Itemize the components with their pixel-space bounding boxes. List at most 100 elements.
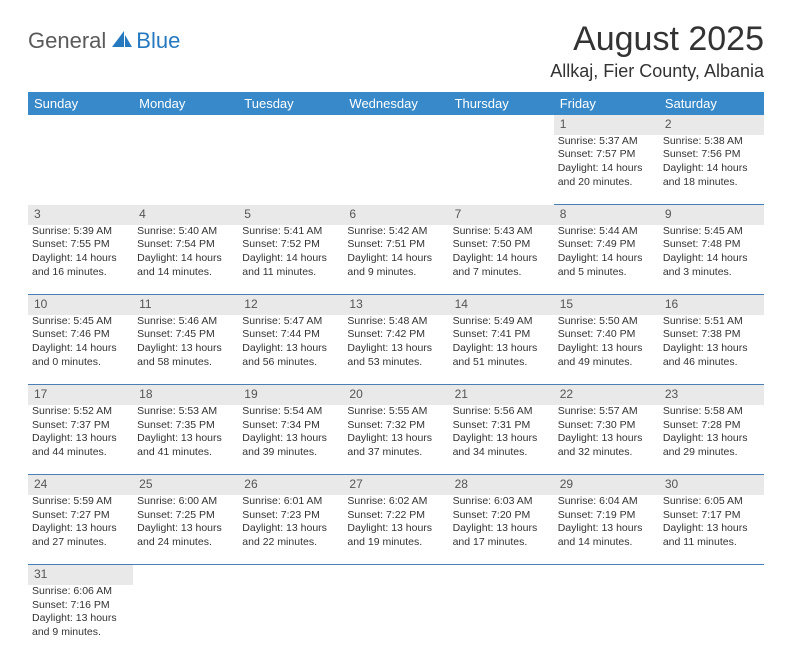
day-number xyxy=(659,565,764,585)
daylight-line: Daylight: 14 hours and 14 minutes. xyxy=(137,252,234,279)
sunrise-line: Sunrise: 5:50 AM xyxy=(558,315,655,329)
day-number xyxy=(554,565,659,585)
sunset-line: Sunset: 7:51 PM xyxy=(347,238,444,252)
sunrise-line: Sunrise: 5:58 AM xyxy=(663,405,760,419)
day-number: 10 xyxy=(28,295,133,315)
day-number xyxy=(133,565,238,585)
sunrise-line: Sunrise: 5:41 AM xyxy=(242,225,339,239)
day-number: 22 xyxy=(554,385,659,405)
day-cell xyxy=(133,135,238,205)
day-cell: Sunrise: 6:04 AMSunset: 7:19 PMDaylight:… xyxy=(554,495,659,565)
day-number: 7 xyxy=(449,205,554,225)
col-sunday: Sunday xyxy=(28,92,133,115)
sunset-line: Sunset: 7:45 PM xyxy=(137,328,234,342)
sunset-line: Sunset: 7:49 PM xyxy=(558,238,655,252)
day-number xyxy=(238,115,343,135)
day-number: 20 xyxy=(343,385,448,405)
daylight-line: Daylight: 14 hours and 9 minutes. xyxy=(347,252,444,279)
day-number: 30 xyxy=(659,475,764,495)
sunrise-line: Sunrise: 5:56 AM xyxy=(453,405,550,419)
page-subtitle: Allkaj, Fier County, Albania xyxy=(550,61,764,82)
day-cell: Sunrise: 6:06 AMSunset: 7:16 PMDaylight:… xyxy=(28,585,133,655)
day-cell: Sunrise: 5:48 AMSunset: 7:42 PMDaylight:… xyxy=(343,315,448,385)
day-content-row: Sunrise: 5:37 AMSunset: 7:57 PMDaylight:… xyxy=(28,135,764,205)
day-cell: Sunrise: 5:54 AMSunset: 7:34 PMDaylight:… xyxy=(238,405,343,475)
sunrise-line: Sunrise: 5:38 AM xyxy=(663,135,760,149)
sunset-line: Sunset: 7:48 PM xyxy=(663,238,760,252)
sunset-line: Sunset: 7:38 PM xyxy=(663,328,760,342)
sail-icon xyxy=(110,29,134,54)
daylight-line: Daylight: 13 hours and 29 minutes. xyxy=(663,432,760,459)
day-number xyxy=(343,565,448,585)
sunrise-line: Sunrise: 5:42 AM xyxy=(347,225,444,239)
day-number: 13 xyxy=(343,295,448,315)
col-thursday: Thursday xyxy=(449,92,554,115)
day-cell: Sunrise: 5:52 AMSunset: 7:37 PMDaylight:… xyxy=(28,405,133,475)
day-cell xyxy=(554,585,659,655)
col-wednesday: Wednesday xyxy=(343,92,448,115)
sunset-line: Sunset: 7:17 PM xyxy=(663,509,760,523)
daylight-line: Daylight: 13 hours and 24 minutes. xyxy=(137,522,234,549)
day-content-row: Sunrise: 5:45 AMSunset: 7:46 PM Daylight:… xyxy=(28,315,764,385)
sunset-line: Sunset: 7:57 PM xyxy=(558,148,655,162)
daylight-line: Daylight: 14 hours and 5 minutes. xyxy=(558,252,655,279)
daylight-line: Daylight: 13 hours and 9 minutes. xyxy=(32,612,129,639)
day-cell: Sunrise: 5:44 AMSunset: 7:49 PMDaylight:… xyxy=(554,225,659,295)
day-number: 19 xyxy=(238,385,343,405)
sunrise-line: Sunrise: 5:43 AM xyxy=(453,225,550,239)
sunset-line: Sunset: 7:46 PM xyxy=(32,328,129,342)
sunrise-line: Sunrise: 5:47 AM xyxy=(242,315,339,329)
sunset-line: Sunset: 7:28 PM xyxy=(663,419,760,433)
sunset-line: Sunset: 7:42 PM xyxy=(347,328,444,342)
daylight-line: Daylight: 13 hours and 32 minutes. xyxy=(558,432,655,459)
day-cell: Sunrise: 5:41 AMSunset: 7:52 PMDaylight:… xyxy=(238,225,343,295)
daylight-line: Daylight: 13 hours and 44 minutes. xyxy=(32,432,129,459)
day-number: 11 xyxy=(133,295,238,315)
sunset-line: Sunset: 7:31 PM xyxy=(453,419,550,433)
daylight-line: Daylight: 13 hours and 53 minutes. xyxy=(347,342,444,369)
day-cell: Sunrise: 5:43 AMSunset: 7:50 PMDaylight:… xyxy=(449,225,554,295)
day-cell xyxy=(343,585,448,655)
day-content-row: Sunrise: 5:59 AMSunset: 7:27 PMDaylight:… xyxy=(28,495,764,565)
sunrise-line: Sunrise: 5:48 AM xyxy=(347,315,444,329)
day-number: 1 xyxy=(554,115,659,135)
daylight-line: Daylight: 14 hours and 16 minutes. xyxy=(32,252,129,279)
day-cell: Sunrise: 5:55 AMSunset: 7:32 PMDaylight:… xyxy=(343,405,448,475)
title-block: August 2025 Allkaj, Fier County, Albania xyxy=(550,20,764,82)
sunrise-line: Sunrise: 5:45 AM xyxy=(32,315,129,329)
day-number: 15 xyxy=(554,295,659,315)
sunset-line: Sunset: 7:55 PM xyxy=(32,238,129,252)
day-number: 24 xyxy=(28,475,133,495)
sunrise-line: Sunrise: 5:46 AM xyxy=(137,315,234,329)
day-number: 17 xyxy=(28,385,133,405)
day-cell: Sunrise: 6:01 AMSunset: 7:23 PMDaylight:… xyxy=(238,495,343,565)
day-cell: Sunrise: 5:58 AMSunset: 7:28 PMDaylight:… xyxy=(659,405,764,475)
sunset-line: Sunset: 7:20 PM xyxy=(453,509,550,523)
daynum-row: 31 xyxy=(28,565,764,585)
sunset-line: Sunset: 7:52 PM xyxy=(242,238,339,252)
day-cell xyxy=(133,585,238,655)
day-number: 12 xyxy=(238,295,343,315)
page-title: August 2025 xyxy=(550,20,764,59)
sunset-line: Sunset: 7:16 PM xyxy=(32,599,129,613)
sunrise-line: Sunrise: 5:37 AM xyxy=(558,135,655,149)
sunrise-line: Sunrise: 5:57 AM xyxy=(558,405,655,419)
sunrise-line: Sunrise: 5:40 AM xyxy=(137,225,234,239)
sunrise-line: Sunrise: 6:03 AM xyxy=(453,495,550,509)
sunrise-line: Sunrise: 5:51 AM xyxy=(663,315,760,329)
day-number: 28 xyxy=(449,475,554,495)
sunrise-line: Sunrise: 6:01 AM xyxy=(242,495,339,509)
sunset-line: Sunset: 7:41 PM xyxy=(453,328,550,342)
day-number xyxy=(133,115,238,135)
daylight-line: Daylight: 13 hours and 51 minutes. xyxy=(453,342,550,369)
daylight-line: Daylight: 13 hours and 49 minutes. xyxy=(558,342,655,369)
daylight-line: Daylight: 13 hours and 11 minutes. xyxy=(663,522,760,549)
sunrise-line: Sunrise: 5:53 AM xyxy=(137,405,234,419)
day-number: 9 xyxy=(659,205,764,225)
day-cell: Sunrise: 5:42 AMSunset: 7:51 PMDaylight:… xyxy=(343,225,448,295)
day-cell: Sunrise: 5:40 AMSunset: 7:54 PMDaylight:… xyxy=(133,225,238,295)
col-monday: Monday xyxy=(133,92,238,115)
day-number: 27 xyxy=(343,475,448,495)
daylight-line: Daylight: 13 hours and 39 minutes. xyxy=(242,432,339,459)
logo-text-blue: Blue xyxy=(136,28,180,54)
